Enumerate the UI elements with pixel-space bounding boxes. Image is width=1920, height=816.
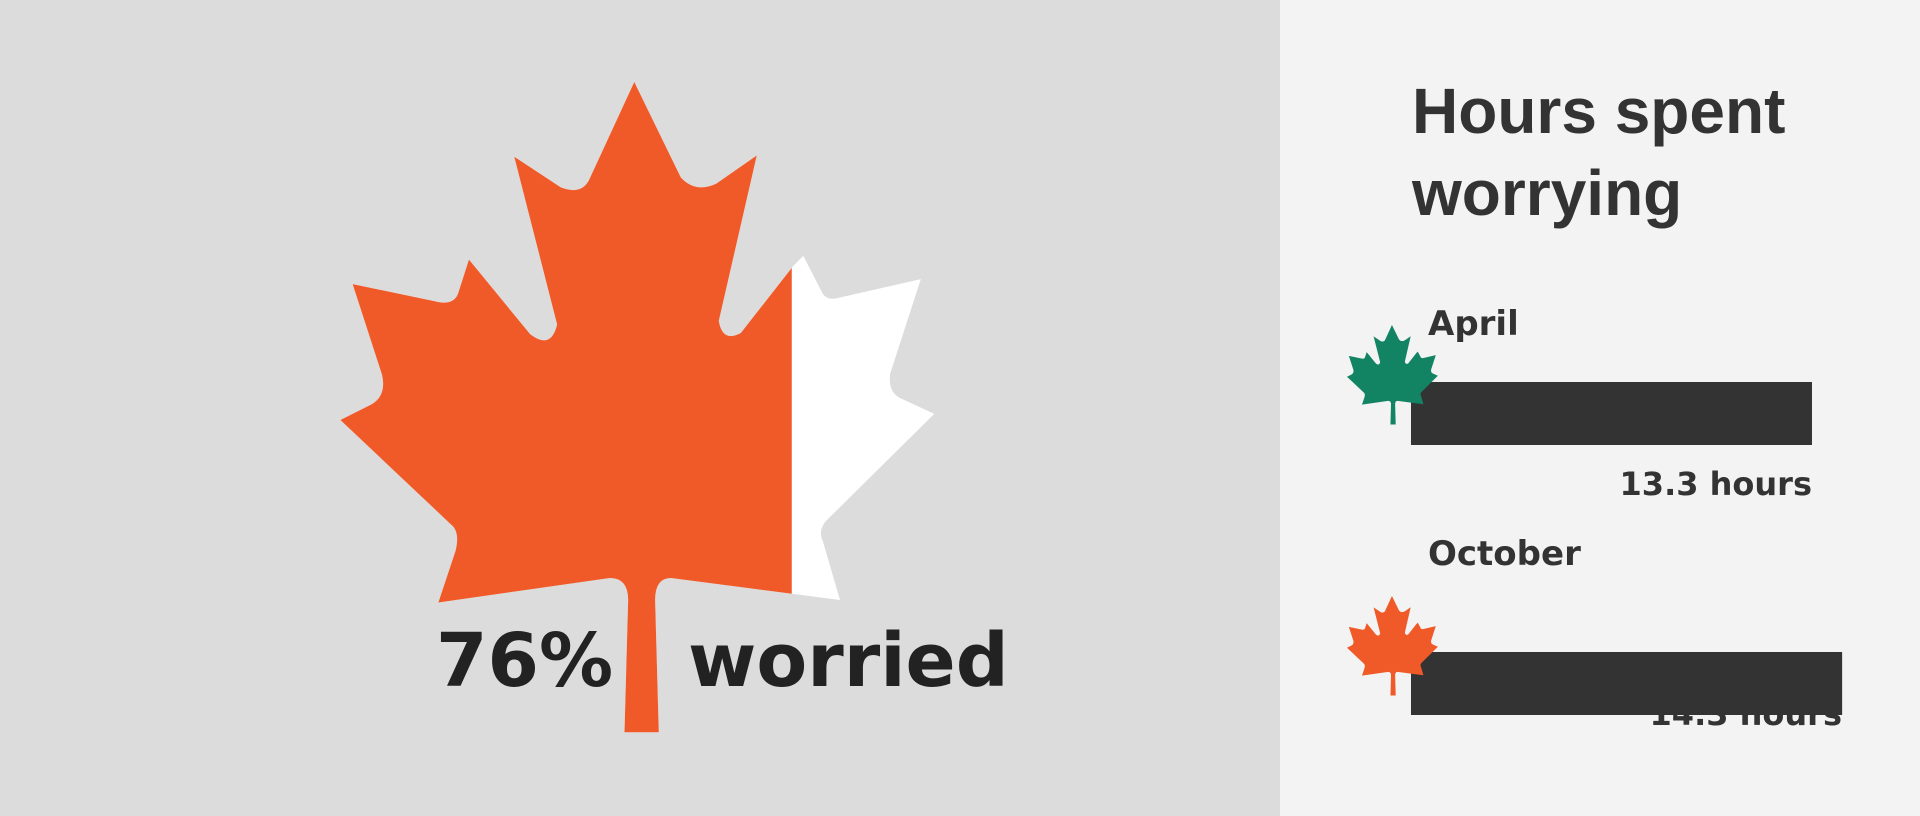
worried-percent: 76% <box>436 618 614 704</box>
category-label-october: October <box>1428 534 1581 574</box>
value-label-october: 14.3 hours <box>1649 695 1842 733</box>
bar-april <box>1410 381 1812 445</box>
chart-title: Hours spent worrying <box>1412 75 1786 229</box>
value-label-april: 13.3 hours <box>1619 465 1812 503</box>
worried-label: worried <box>688 618 1009 704</box>
category-label-april: April <box>1428 304 1519 344</box>
bar-october <box>1410 651 1843 715</box>
